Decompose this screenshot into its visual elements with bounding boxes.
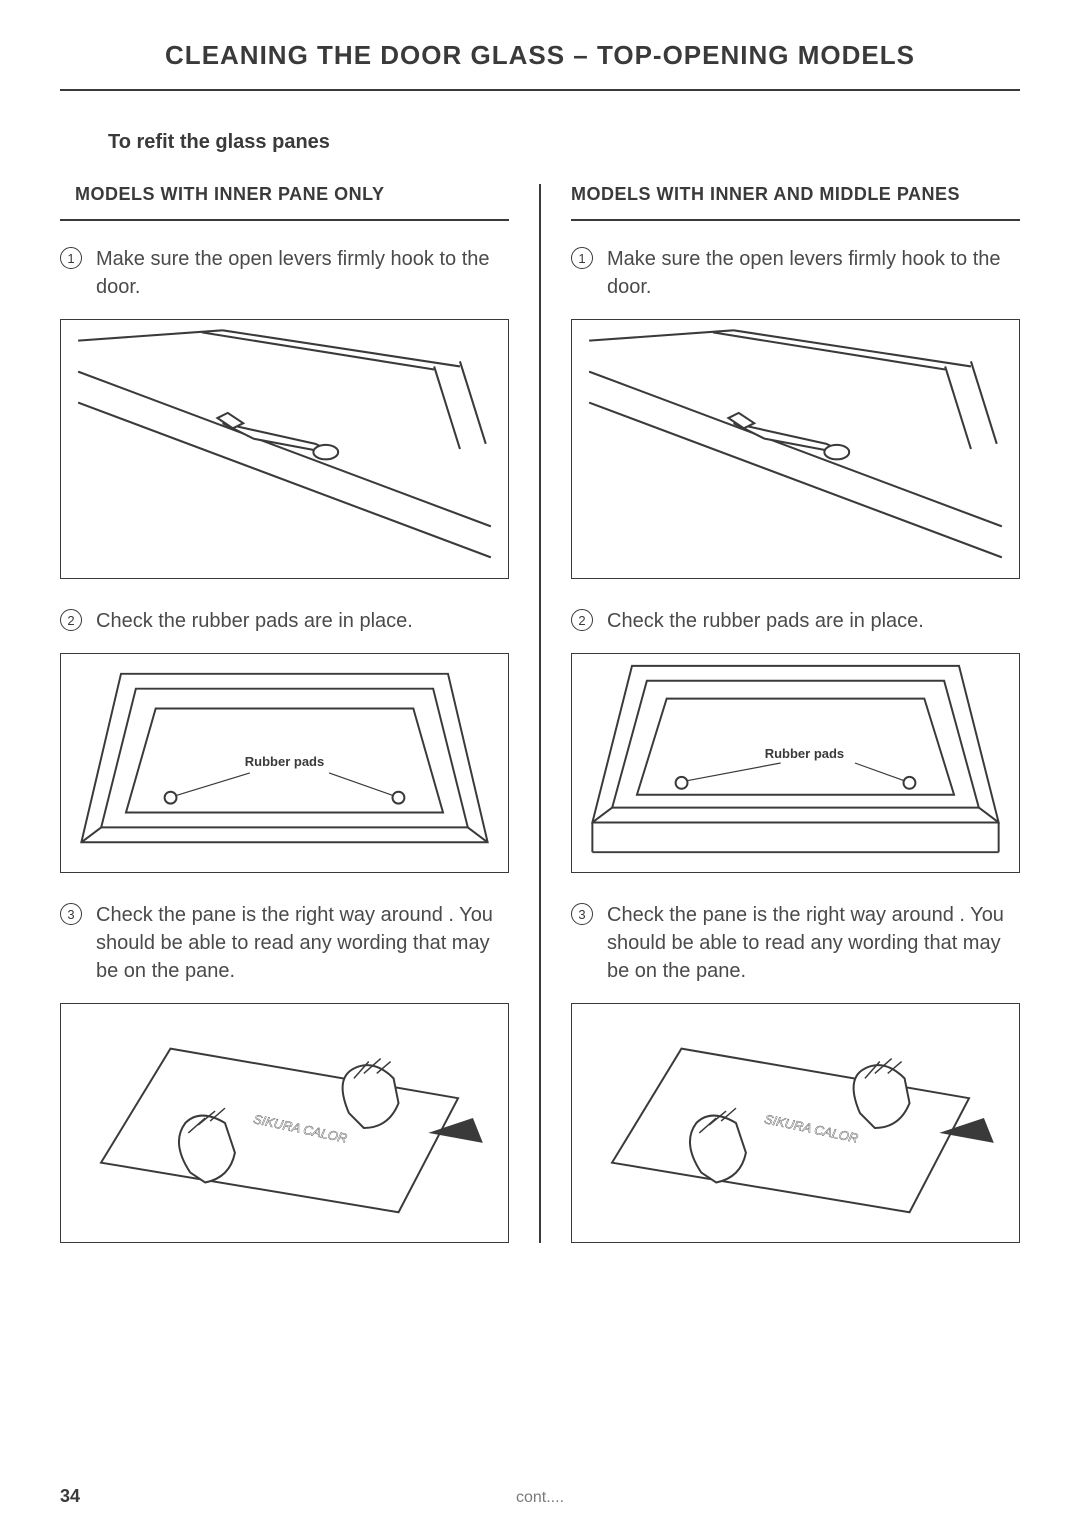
step-text: Check the rubber pads are in place. — [96, 607, 413, 635]
step-text: Make sure the open levers firmly hook to… — [96, 245, 509, 301]
step-number-icon: 3 — [571, 903, 593, 925]
two-column-layout: MODELS WITH INNER PANE ONLY 1 Make sure … — [60, 184, 1020, 1243]
column-header-right: MODELS WITH INNER AND MIDDLE PANES — [571, 184, 1020, 221]
step-3-right: 3 Check the pane is the right way around… — [571, 901, 1020, 985]
step-text: Check the rubber pads are in place. — [607, 607, 924, 635]
section-title: To refit the glass panes — [108, 131, 1020, 154]
step-number-icon: 1 — [60, 247, 82, 269]
step-2-left: 2 Check the rubber pads are in place. — [60, 607, 509, 635]
page-title: CLEANING THE DOOR GLASS – TOP-OPENING MO… — [60, 40, 1020, 91]
step-number-icon: 3 — [60, 903, 82, 925]
column-header-left: MODELS WITH INNER PANE ONLY — [60, 184, 509, 221]
step-text: Make sure the open levers firmly hook to… — [607, 245, 1020, 301]
step-1-left: 1 Make sure the open levers firmly hook … — [60, 245, 509, 301]
illustration-lever-hook — [60, 319, 509, 579]
column-inner-and-middle-panes: MODELS WITH INNER AND MIDDLE PANES 1 Mak… — [541, 184, 1020, 1243]
step-1-right: 1 Make sure the open levers firmly hook … — [571, 245, 1020, 301]
illustration-pane-orientation: SIKURA CALOR — [571, 1003, 1020, 1243]
continued-indicator: cont.... — [516, 1489, 564, 1507]
illustration-pane-orientation: SIKURA CALOR — [60, 1003, 509, 1243]
page-number: 34 — [60, 1486, 80, 1507]
rubber-pads-label: Rubber pads — [245, 754, 324, 769]
column-inner-pane-only: MODELS WITH INNER PANE ONLY 1 Make sure … — [60, 184, 541, 1243]
rubber-pads-label: Rubber pads — [765, 746, 844, 761]
illustration-lever-hook — [571, 319, 1020, 579]
step-text: Check the pane is the right way around .… — [607, 901, 1020, 985]
step-number-icon: 2 — [571, 609, 593, 631]
step-2-right: 2 Check the rubber pads are in place. — [571, 607, 1020, 635]
illustration-rubber-pads: Rubber pads — [571, 653, 1020, 873]
illustration-rubber-pads: Rubber pads — [60, 653, 509, 873]
step-text: Check the pane is the right way around .… — [96, 901, 509, 985]
step-3-left: 3 Check the pane is the right way around… — [60, 901, 509, 985]
step-number-icon: 1 — [571, 247, 593, 269]
step-number-icon: 2 — [60, 609, 82, 631]
